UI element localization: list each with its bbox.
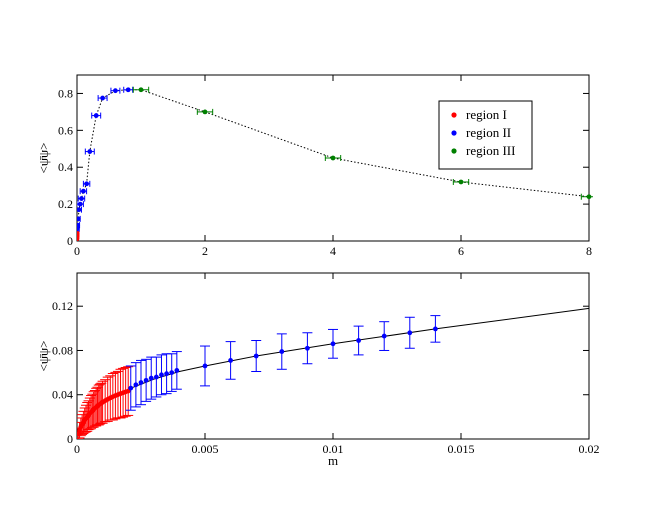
data-point [113,88,118,94]
y-axis-label: <ψ̄ψ> [36,143,51,174]
data-point [356,338,361,343]
y-tick-label: 0.04 [52,388,73,402]
legend-label: region II [466,125,511,140]
data-point [153,374,159,380]
y-tick-label: 0.2 [58,197,73,211]
legend: region I region II region III [438,100,533,170]
top-panel: 0 2 4 6 8 0 0.2 0.4 0.6 0.8 <ψ̄ψ> region I region II… [36,74,593,258]
y-tick-label: 0.08 [52,343,73,357]
data-point [381,333,387,339]
legend-marker [451,112,457,118]
data-point [174,367,180,373]
data-point [407,330,413,336]
x-tick-label: 2 [202,244,208,258]
legend-marker [451,130,457,136]
data-point [100,95,105,101]
data-point [202,109,208,115]
x-axis-label: m [328,453,338,468]
x-tick-label: 4 [330,244,336,258]
data-point [77,222,81,228]
plot-area [77,307,590,439]
plot-area [77,86,593,241]
data-point [279,349,285,354]
data-point [125,87,131,93]
data-point [330,155,336,161]
data-point [81,188,86,194]
data-point [138,87,144,93]
x-tick-label: 8 [586,244,592,258]
data-point [148,375,154,381]
data-point [93,113,99,118]
y-tick-label: 0 [67,432,73,446]
data-point [169,370,175,375]
bottom-panel: 0 0.005 0.01 0.015 0.02 0 0.04 0.08 0.12 <ψ̄ψ> m [36,272,600,468]
y-tick-label: 0.6 [58,123,73,137]
x-tick-label: 0.005 [192,442,219,456]
data-point [133,382,139,388]
data-point [253,353,259,359]
legend-label: region III [466,143,515,158]
data-point [77,216,81,222]
y-tick-label: 0.12 [52,299,73,313]
data-point [77,226,80,232]
data-point [586,194,592,200]
data-point [128,385,134,391]
x-tick-label: 0.02 [579,442,600,456]
y-axis-label: <ψ̄ψ> [36,341,51,372]
data-point [433,326,438,332]
data-point [84,181,89,187]
x-tick-label: 0 [74,244,80,258]
x-tick-label: 0.01 [323,442,344,456]
y-tick-label: 0 [67,234,73,248]
legend-label: region I [466,107,507,122]
data-point [77,201,83,207]
data-point [77,207,82,213]
x-tick-label: 0.015 [448,442,475,456]
data-point [202,363,208,369]
data-point [79,196,84,201]
data-point [159,372,164,378]
data-point [164,371,170,377]
y-tick-label: 0.8 [58,86,73,100]
data-point [330,341,336,347]
x-tick-label: 0 [74,442,80,456]
legend-marker [451,148,457,154]
data-point [138,380,144,385]
x-tick-label: 6 [458,244,464,258]
data-point [87,149,93,154]
data-point [228,358,234,363]
data-point [458,179,464,185]
data-point [143,377,149,383]
y-tick-label: 0.4 [58,160,73,174]
data-point [305,345,310,351]
